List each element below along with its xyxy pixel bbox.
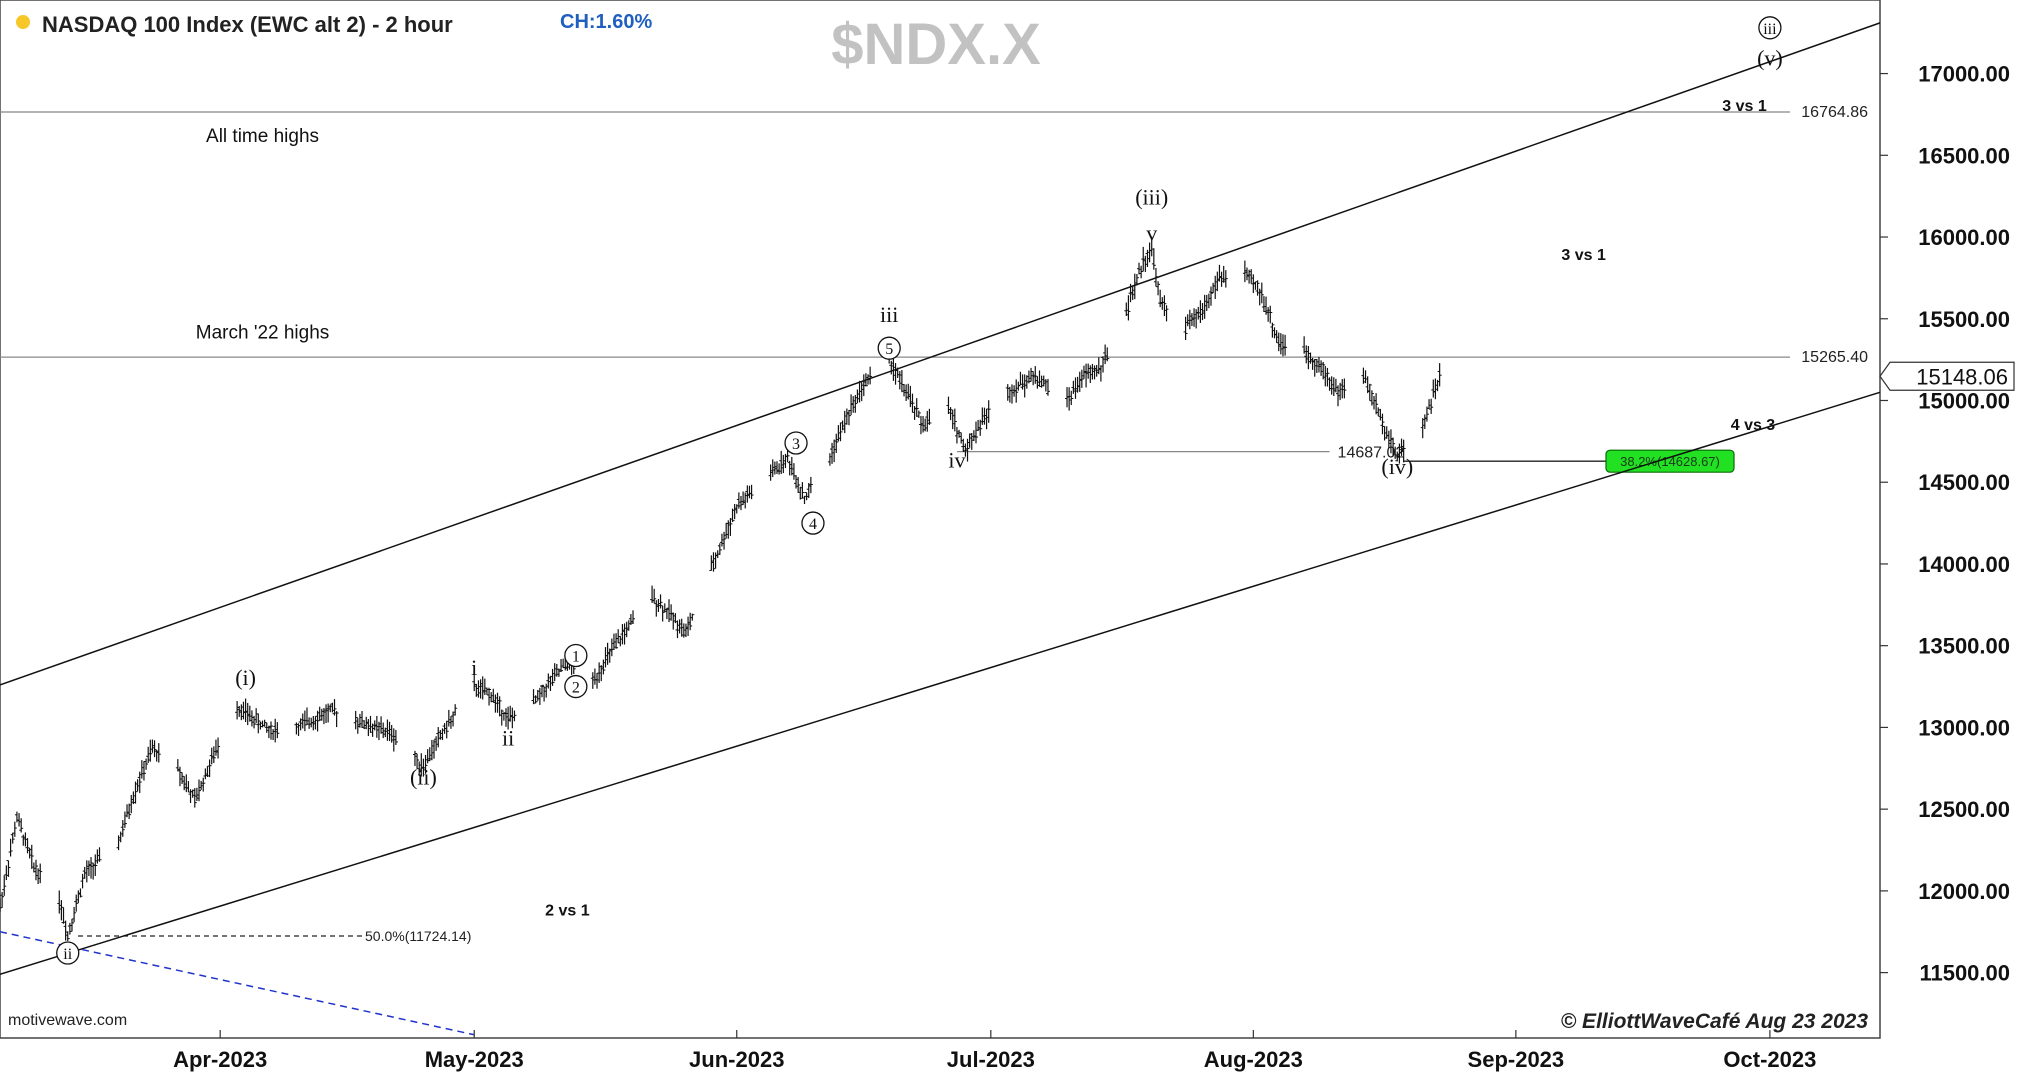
y-axis-tick-label: 14500.00 (1918, 470, 2010, 495)
wave-label: ii (63, 946, 72, 963)
fib-retracement-label: 38.2%(14628.67) (1620, 454, 1720, 469)
y-axis-tick-label: 15000.00 (1918, 388, 2010, 413)
source-label: motivewave.com (8, 1012, 127, 1029)
x-axis-tick-label: Sep-2023 (1468, 1047, 1565, 1072)
status-dot-icon (16, 15, 30, 29)
y-axis-tick-label: 16000.00 (1918, 225, 2010, 250)
x-axis-tick-label: Jun-2023 (689, 1047, 784, 1072)
x-axis-tick-label: May-2023 (425, 1047, 524, 1072)
chart-title: NASDAQ 100 Index (EWC alt 2) - 2 hour (42, 12, 453, 37)
wave-label: iii (880, 302, 898, 327)
y-axis-tick-label: 14000.00 (1918, 552, 2010, 577)
trend-dashed-line (0, 931, 475, 1036)
chart-annotation: 4 vs 3 (1731, 417, 1776, 434)
chart-annotation: March '22 highs (196, 322, 330, 343)
wave-label-circle (877, 336, 901, 360)
wave-label-circle (784, 431, 808, 455)
wave-label: 2 (572, 680, 580, 697)
chart-annotation: All time highs (206, 126, 319, 147)
y-axis-tick-label: 12500.00 (1918, 797, 2010, 822)
change-label: CH:1.60% (560, 11, 652, 33)
y-axis-tick-label: 11500.00 (1919, 961, 2010, 986)
y-axis-tick-label: 13000.00 (1918, 715, 2010, 740)
wave-label-circle (56, 941, 80, 965)
horizontal-level-label: 14687.02 (1338, 445, 1405, 462)
wave-label: 5 (885, 341, 893, 358)
copyright-credit: © ElliottWaveCafé Aug 23 2023 (1561, 1010, 1869, 1033)
fib-retracement-label: 50.0%(11724.14) (365, 928, 471, 944)
last-price-label: 15148.06 (1916, 364, 2008, 389)
wave-label: (iv) (1381, 454, 1413, 479)
y-axis-tick-label: 12000.00 (1918, 879, 2010, 904)
wave-label: (v) (1757, 45, 1783, 70)
wave-label: iv (948, 448, 965, 473)
channel-line (0, 391, 1881, 975)
y-axis-tick-label: 15500.00 (1918, 307, 2010, 332)
wave-label: i (471, 655, 477, 680)
wave-label: v (1146, 220, 1157, 245)
wave-label-circle (564, 674, 588, 699)
wave-label: (i) (235, 665, 256, 690)
chart-annotation: 2 vs 1 (545, 902, 590, 919)
last-price-box (1879, 361, 2015, 391)
y-axis-tick-label: 16500.00 (1918, 143, 2010, 168)
wave-label: iii (1763, 21, 1777, 38)
wave-label: (ii) (410, 765, 437, 790)
horizontal-level-label: 15265.40 (1801, 349, 1868, 366)
x-axis-tick-label: Jul-2023 (947, 1047, 1035, 1072)
wave-label: 1 (572, 648, 580, 665)
x-axis-tick-label: Aug-2023 (1204, 1047, 1303, 1072)
chart-annotation: 3 vs 1 (1722, 98, 1767, 115)
wave-label: ii (502, 725, 514, 750)
wave-label-circle (1758, 16, 1782, 40)
y-axis-tick-label: 17000.00 (1918, 62, 2010, 87)
x-axis-tick-label: Apr-2023 (173, 1047, 267, 1072)
symbol-watermark: $NDX.X (831, 12, 1041, 77)
wave-label: 3 (792, 436, 800, 453)
wave-label: (iii) (1135, 184, 1168, 209)
chart-annotation: 3 vs 1 (1561, 247, 1606, 264)
y-axis-tick-label: 13500.00 (1918, 634, 2010, 659)
channel-line (0, 22, 1881, 686)
wave-label-circle (801, 511, 825, 535)
wave-label-circle (564, 643, 588, 668)
wave-label: 4 (809, 516, 817, 533)
horizontal-level-label: 16764.86 (1801, 104, 1868, 121)
x-axis-tick-label: Oct-2023 (1723, 1047, 1816, 1072)
